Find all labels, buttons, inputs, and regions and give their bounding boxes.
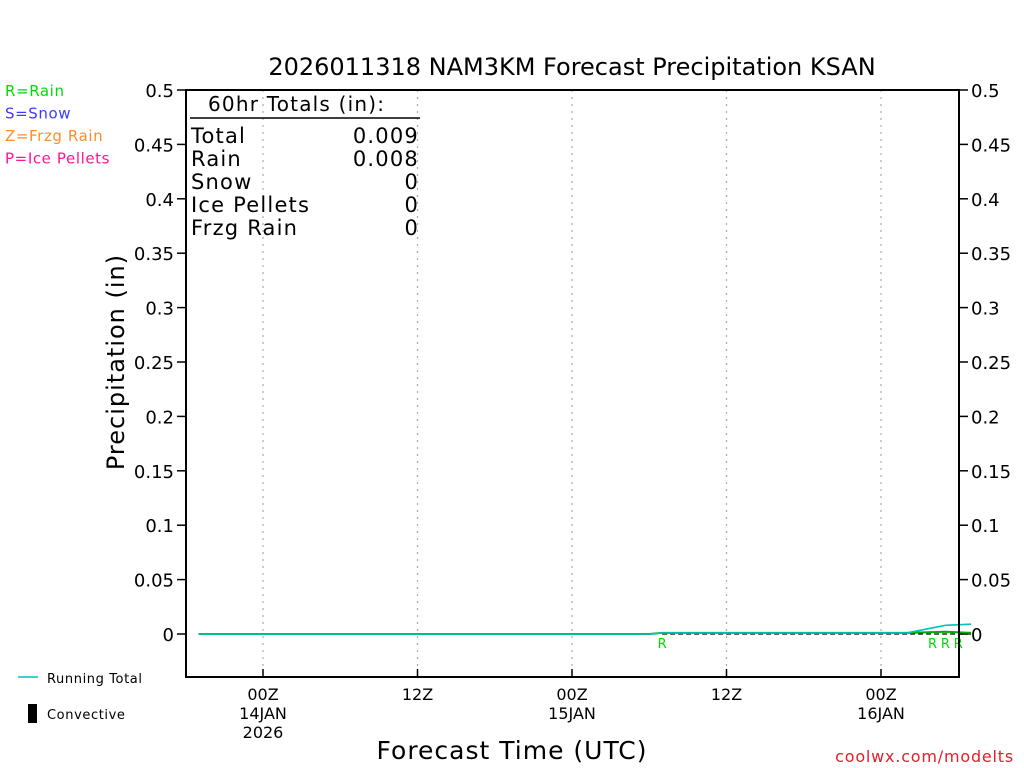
y-tick-label-left: 0.25 [134,353,174,374]
x-tick-label: 00Z [247,685,278,704]
y-tick-label-right: 0.15 [971,462,1011,483]
x-tick-date: 15JAN [548,704,596,723]
y-tick-label-left: 0.2 [145,407,174,428]
y-tick-label-right: 0.1 [971,516,1000,537]
y-tick-label-left: 0.1 [145,516,174,537]
type-legend-entry: Z=Frzg Rain [5,127,103,145]
y-tick-label-left: 0.35 [134,244,174,265]
totals-panel: 60hr Totals (in): Total 0.009 Rain 0.008 Sno… [190,92,420,240]
totals-header: 60hr Totals (in): [208,92,385,116]
totals-value: 0.009 [353,124,419,148]
x-tick-date: 14JAN [239,704,287,723]
y-tick-label-left: 0.4 [145,190,174,211]
y-tick-label-left: 0.45 [134,135,174,156]
type-marker-rain: R [928,637,937,652]
totals-label: Snow [191,170,252,194]
series-line-running-total [198,623,972,635]
vertical-gridlines [262,90,882,677]
y-tick-label-right: 0.05 [971,571,1011,592]
y-tick-label-left: 0.05 [134,571,174,592]
y-axis-label: Precipitation (in) [102,254,130,470]
y-tick-label-right: 0.5 [971,81,1000,102]
type-legend-entry: S=Snow [5,105,71,123]
convective-legend-label: Convective [47,708,126,723]
y-tick-label-right: 0 [971,625,982,646]
y-tick-label-right: 0.25 [971,353,1011,374]
x-tick-label: 12Z [711,685,742,704]
convective-swatch [28,704,37,723]
y-tick-label-right: 0.45 [971,135,1011,156]
y-tick-label-left: 0 [163,625,174,646]
credit-text: coolwx.com/modelts [835,747,1014,766]
x-tick-date: 16JAN [857,704,905,723]
totals-label: Rain [191,147,242,171]
y-tick-label-right: 0.4 [971,190,1000,211]
totals-label: Total [190,124,246,148]
totals-value: 0.008 [353,147,419,171]
plot-frame [185,89,960,678]
y-axis-ticks: 0 00.05 0.050.1 0.10.15 0.150.2 0.20.25 0.250.… [134,81,1011,646]
totals-value: 0 [404,193,419,217]
y-tick-label-left: 0.15 [134,462,174,483]
x-tick-label: 00Z [865,685,896,704]
y-tick-label-right: 0.2 [971,407,1000,428]
totals-value: 0 [404,216,419,240]
line-legend: Running Total Convective [18,672,143,723]
totals-label: Ice Pellets [191,193,310,217]
totals-label: Frzg Rain [191,216,298,240]
type-legend-entry: R=Rain [5,82,65,100]
precip-type-legend: R=Rain S=Snow Z=Frzg Rain P=Ice Pellets [5,82,110,168]
y-tick-label-right: 0.3 [971,299,1000,320]
x-tick-year: 2026 [243,723,284,742]
x-tick-label: 00Z [556,685,587,704]
x-axis-label: Forecast Time (UTC) [377,736,648,765]
data-series [198,623,972,635]
type-marker-rain: R [941,637,950,652]
type-marker-rain: R [658,637,667,652]
totals-value: 0 [404,170,419,194]
type-legend-entry: P=Ice Pellets [5,150,110,168]
chart-title: 2026011318 NAM3KM Forecast Precipitation… [268,53,875,81]
running-total-legend-label: Running Total [47,672,143,687]
y-tick-label-left: 0.5 [145,81,174,102]
x-tick-label: 12Z [402,685,433,704]
y-tick-label-right: 0.35 [971,244,1011,265]
y-tick-label-left: 0.3 [145,299,174,320]
